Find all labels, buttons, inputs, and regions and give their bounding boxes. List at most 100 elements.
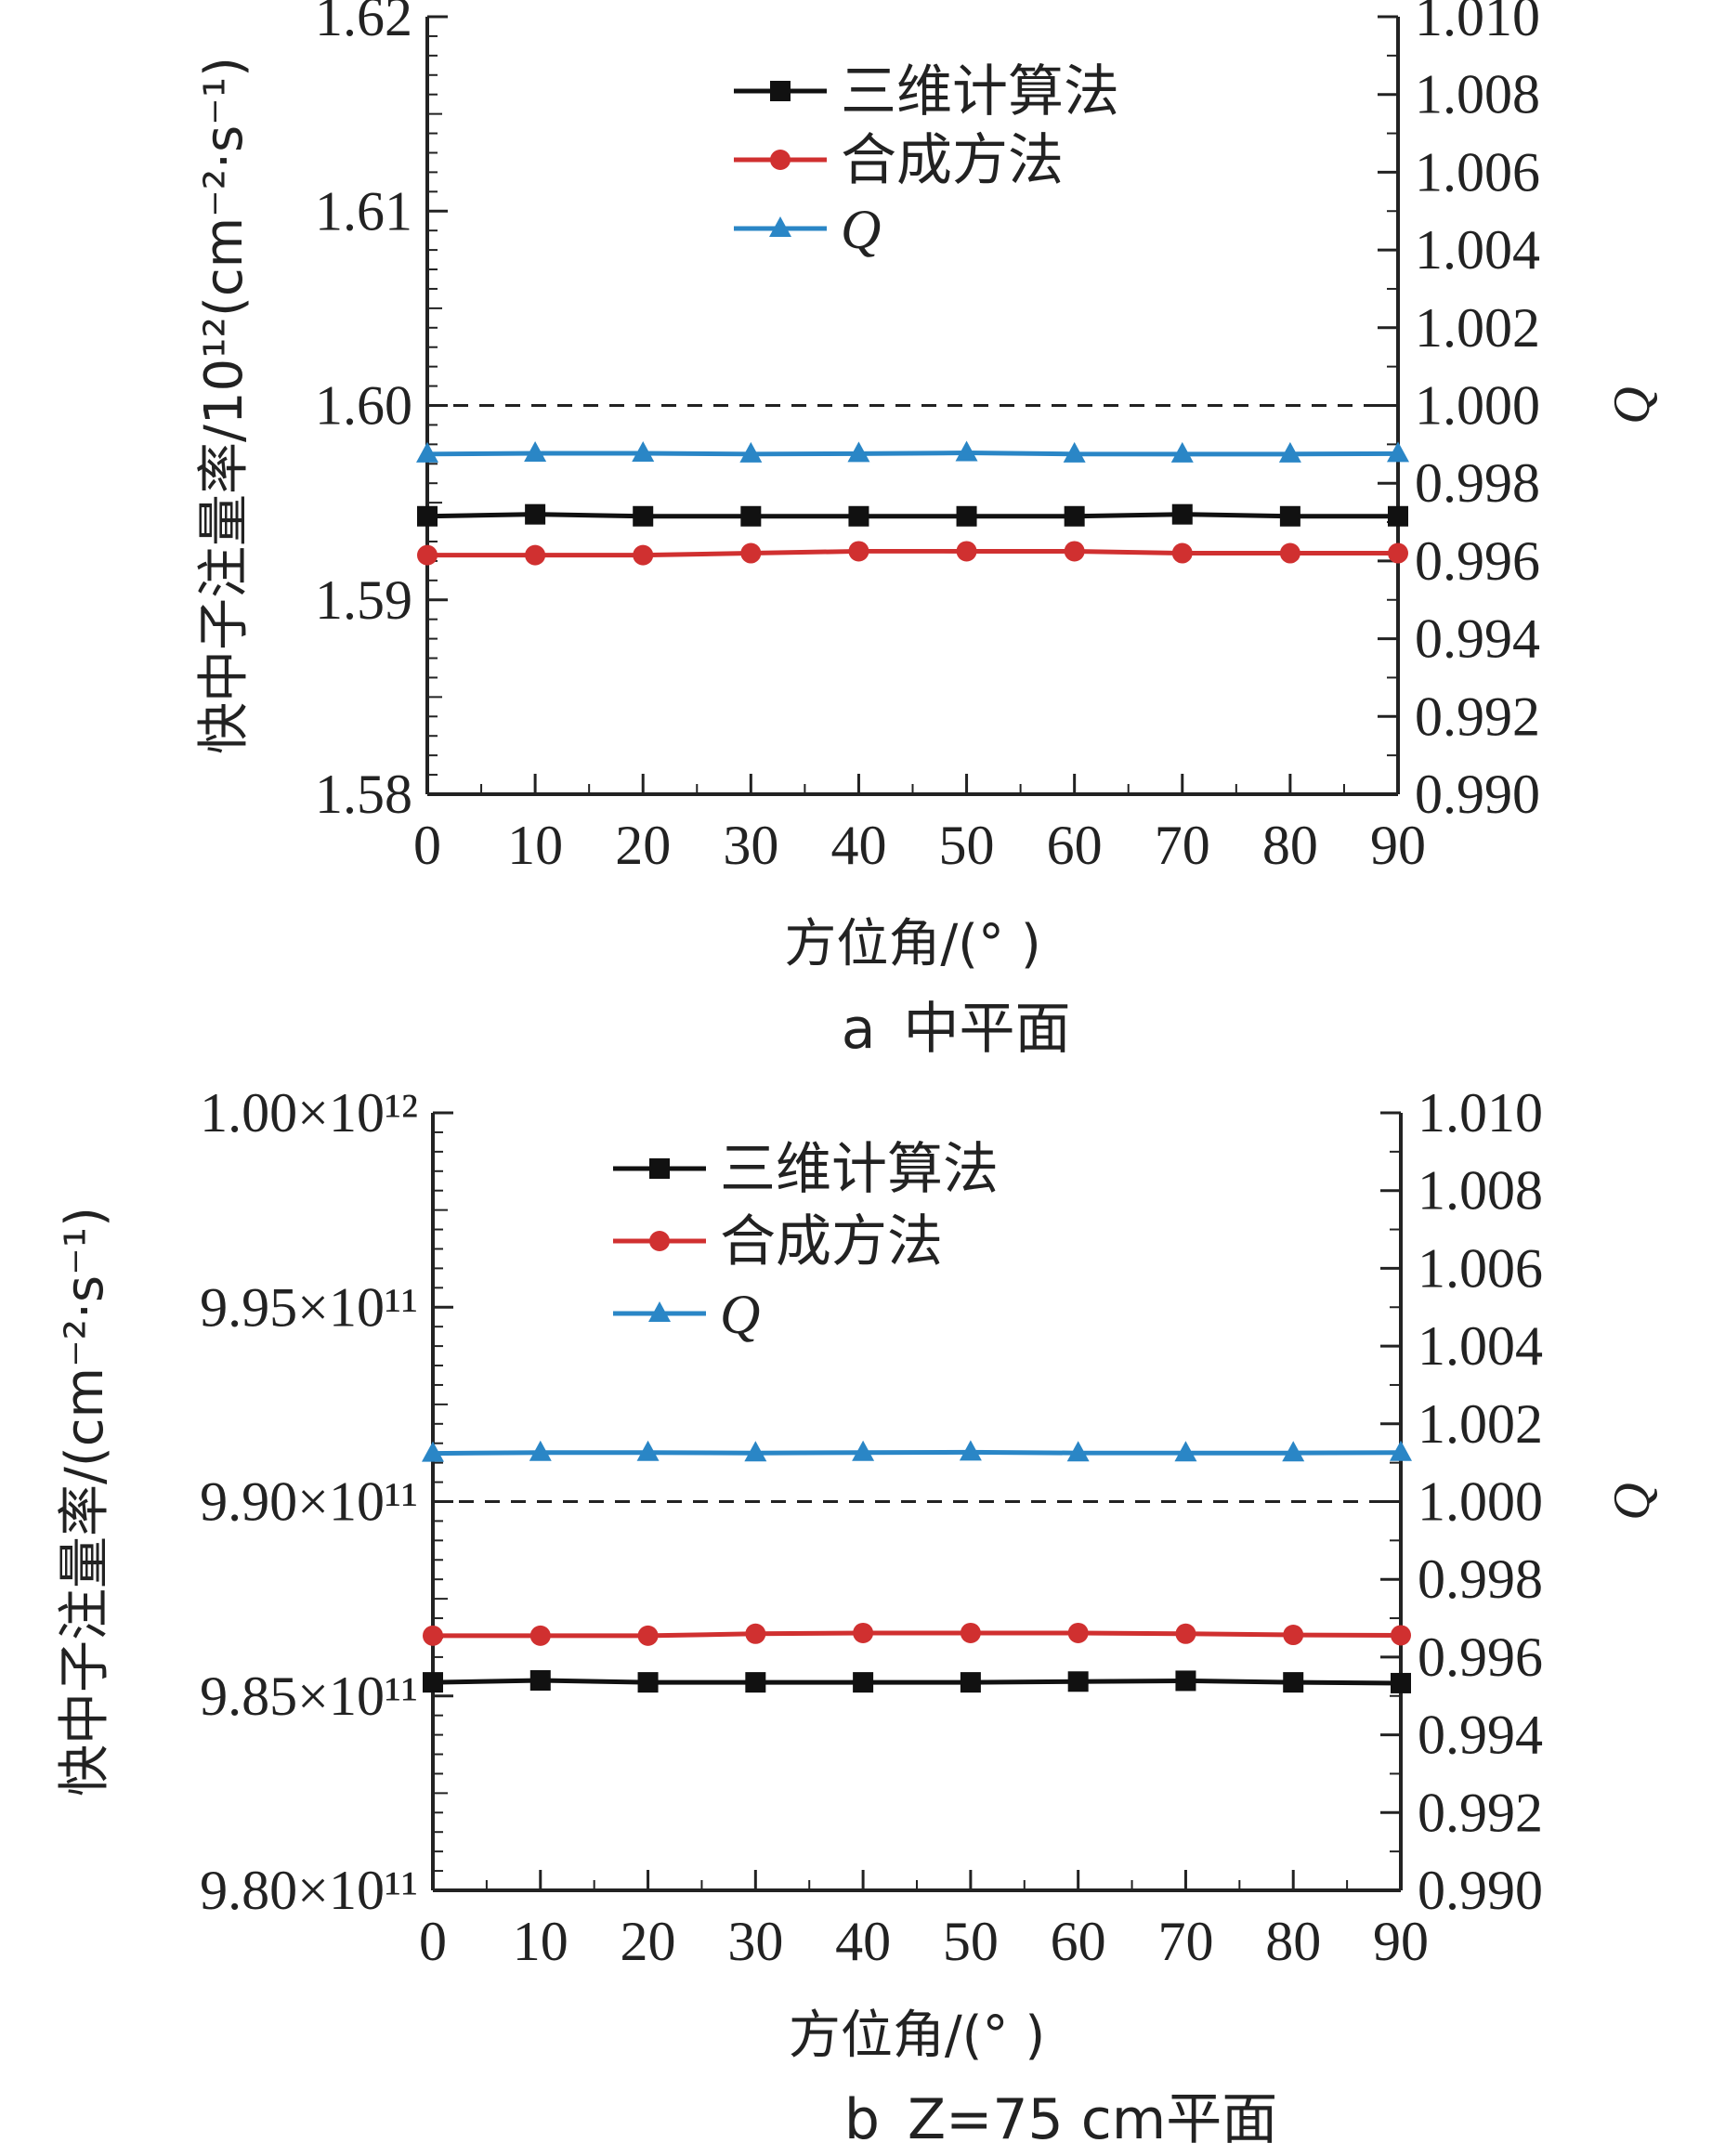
data-point	[1171, 503, 1193, 525]
chart-caption: a 中平面	[842, 997, 1071, 1062]
x-tick-label: 50	[943, 1911, 999, 1972]
y2-axis-title: Q	[1603, 386, 1661, 424]
data-point	[633, 505, 654, 527]
y-tick-label: 1.62	[315, 0, 412, 47]
legend-marker	[770, 150, 791, 170]
legend-marker	[769, 216, 791, 237]
legend-item: 三维计算法	[734, 59, 1119, 124]
caption-letter: a	[842, 997, 876, 1062]
legend-label: 三维计算法	[720, 1137, 999, 1202]
data-point	[1279, 505, 1300, 527]
x-tick-label: 70	[1155, 815, 1210, 876]
x-tick-label: 10	[507, 815, 563, 876]
legend-item: Q	[613, 1284, 760, 1345]
y2-tick-label: 0.998	[1418, 1548, 1543, 1610]
legend-marker	[648, 1301, 671, 1322]
data-point	[1175, 1623, 1196, 1644]
data-point	[740, 542, 762, 564]
y2-tick-label: 1.008	[1415, 64, 1540, 125]
series-1	[423, 1622, 1411, 1646]
data-point	[633, 544, 654, 566]
data-point	[1064, 541, 1085, 562]
series-line	[426, 451, 1399, 457]
x-tick-label: 0	[419, 1911, 447, 1972]
data-point	[529, 1625, 551, 1646]
legend-label: 三维计算法	[841, 59, 1119, 124]
data-point	[637, 1625, 659, 1646]
data-point	[960, 1622, 981, 1643]
x-tick-label: 60	[1051, 1911, 1106, 1972]
x-tick-label: 20	[615, 815, 671, 876]
x-tick-label: 50	[939, 815, 995, 876]
y2-tick-label: 1.008	[1418, 1160, 1543, 1222]
y2-tick-label: 1.000	[1418, 1471, 1543, 1533]
data-point	[637, 1672, 659, 1693]
y-tick-label: 1.59	[315, 569, 412, 631]
data-point	[417, 544, 438, 566]
data-point	[417, 505, 438, 527]
x-tick-label: 80	[1262, 815, 1318, 876]
legend-marker	[770, 81, 791, 101]
x-tick-label: 70	[1157, 1911, 1213, 1972]
y2-tick-label: 1.002	[1415, 297, 1540, 359]
y-tick-label: 1.60	[315, 375, 412, 437]
y2-tick-label: 0.998	[1415, 452, 1540, 514]
series-0	[417, 503, 1408, 527]
series-line	[426, 512, 1398, 519]
data-point	[853, 1622, 874, 1643]
data-point	[745, 1623, 766, 1644]
y2-tick-label: 0.992	[1415, 686, 1540, 747]
chart-caption: b Z=75 cm平面	[844, 2087, 1277, 2152]
chart-a: 1.58 1.59 1.60 1.61 1.62 0.990 0.992 0.994 0.996…	[194, 0, 1661, 1062]
data-point	[525, 503, 546, 525]
legend-label: Q	[720, 1284, 760, 1345]
series-line	[432, 1678, 1402, 1686]
legend-item: 合成方法	[734, 128, 1064, 193]
x-tick-label: 90	[1373, 1911, 1429, 1972]
data-point	[636, 1440, 660, 1461]
legend-label: Q	[841, 199, 881, 260]
y2-tick-label: 1.000	[1415, 375, 1540, 437]
x-tick-label: 40	[830, 815, 886, 876]
data-point	[852, 1440, 875, 1461]
data-point	[1170, 441, 1194, 463]
data-point	[1171, 542, 1193, 564]
y2-tick-label: 1.002	[1418, 1393, 1543, 1455]
legend-item: 合成方法	[613, 1209, 943, 1274]
series-line	[432, 1449, 1402, 1457]
series-line	[427, 548, 1398, 558]
data-point	[529, 1440, 552, 1461]
y2-tick-label: 1.004	[1415, 219, 1540, 281]
data-point	[1067, 1622, 1089, 1643]
data-point	[1278, 441, 1301, 463]
data-point	[1174, 1441, 1197, 1462]
data-point	[423, 1672, 443, 1693]
data-point	[1387, 441, 1409, 463]
data-point	[529, 1670, 551, 1692]
data-point	[1388, 542, 1408, 564]
data-point	[1283, 1672, 1304, 1693]
x-tick-label: 20	[621, 1911, 676, 1972]
data-point	[1063, 441, 1086, 463]
series-1	[417, 541, 1408, 566]
y2-tick-label: 0.990	[1415, 764, 1540, 825]
x-tick-label: 40	[835, 1911, 891, 1972]
y2-tick-label: 0.994	[1415, 608, 1540, 670]
caption-text: Z=75 cm平面	[908, 2087, 1277, 2152]
data-point	[740, 505, 762, 527]
data-point	[739, 441, 763, 463]
y2-tick-label: 1.010	[1418, 1082, 1543, 1143]
x-tick-label: 0	[413, 815, 441, 876]
chart-b: 9.80×10¹¹ 9.85×10¹¹ 9.90×10¹¹ 9.95×10¹¹ 1.00…	[55, 1082, 1661, 2152]
legend-item: 三维计算法	[613, 1137, 999, 1202]
data-point	[955, 440, 978, 462]
data-point	[1390, 1440, 1412, 1461]
data-point	[848, 541, 869, 562]
legend-label: 合成方法	[720, 1209, 943, 1274]
x-tick-label: 90	[1370, 815, 1426, 876]
legend-label: 合成方法	[841, 128, 1064, 193]
x-tick-label: 30	[727, 1911, 783, 1972]
legend-marker	[649, 1231, 670, 1251]
x-tick-label: 10	[513, 1911, 568, 1972]
y2-tick-label: 0.992	[1418, 1782, 1543, 1843]
